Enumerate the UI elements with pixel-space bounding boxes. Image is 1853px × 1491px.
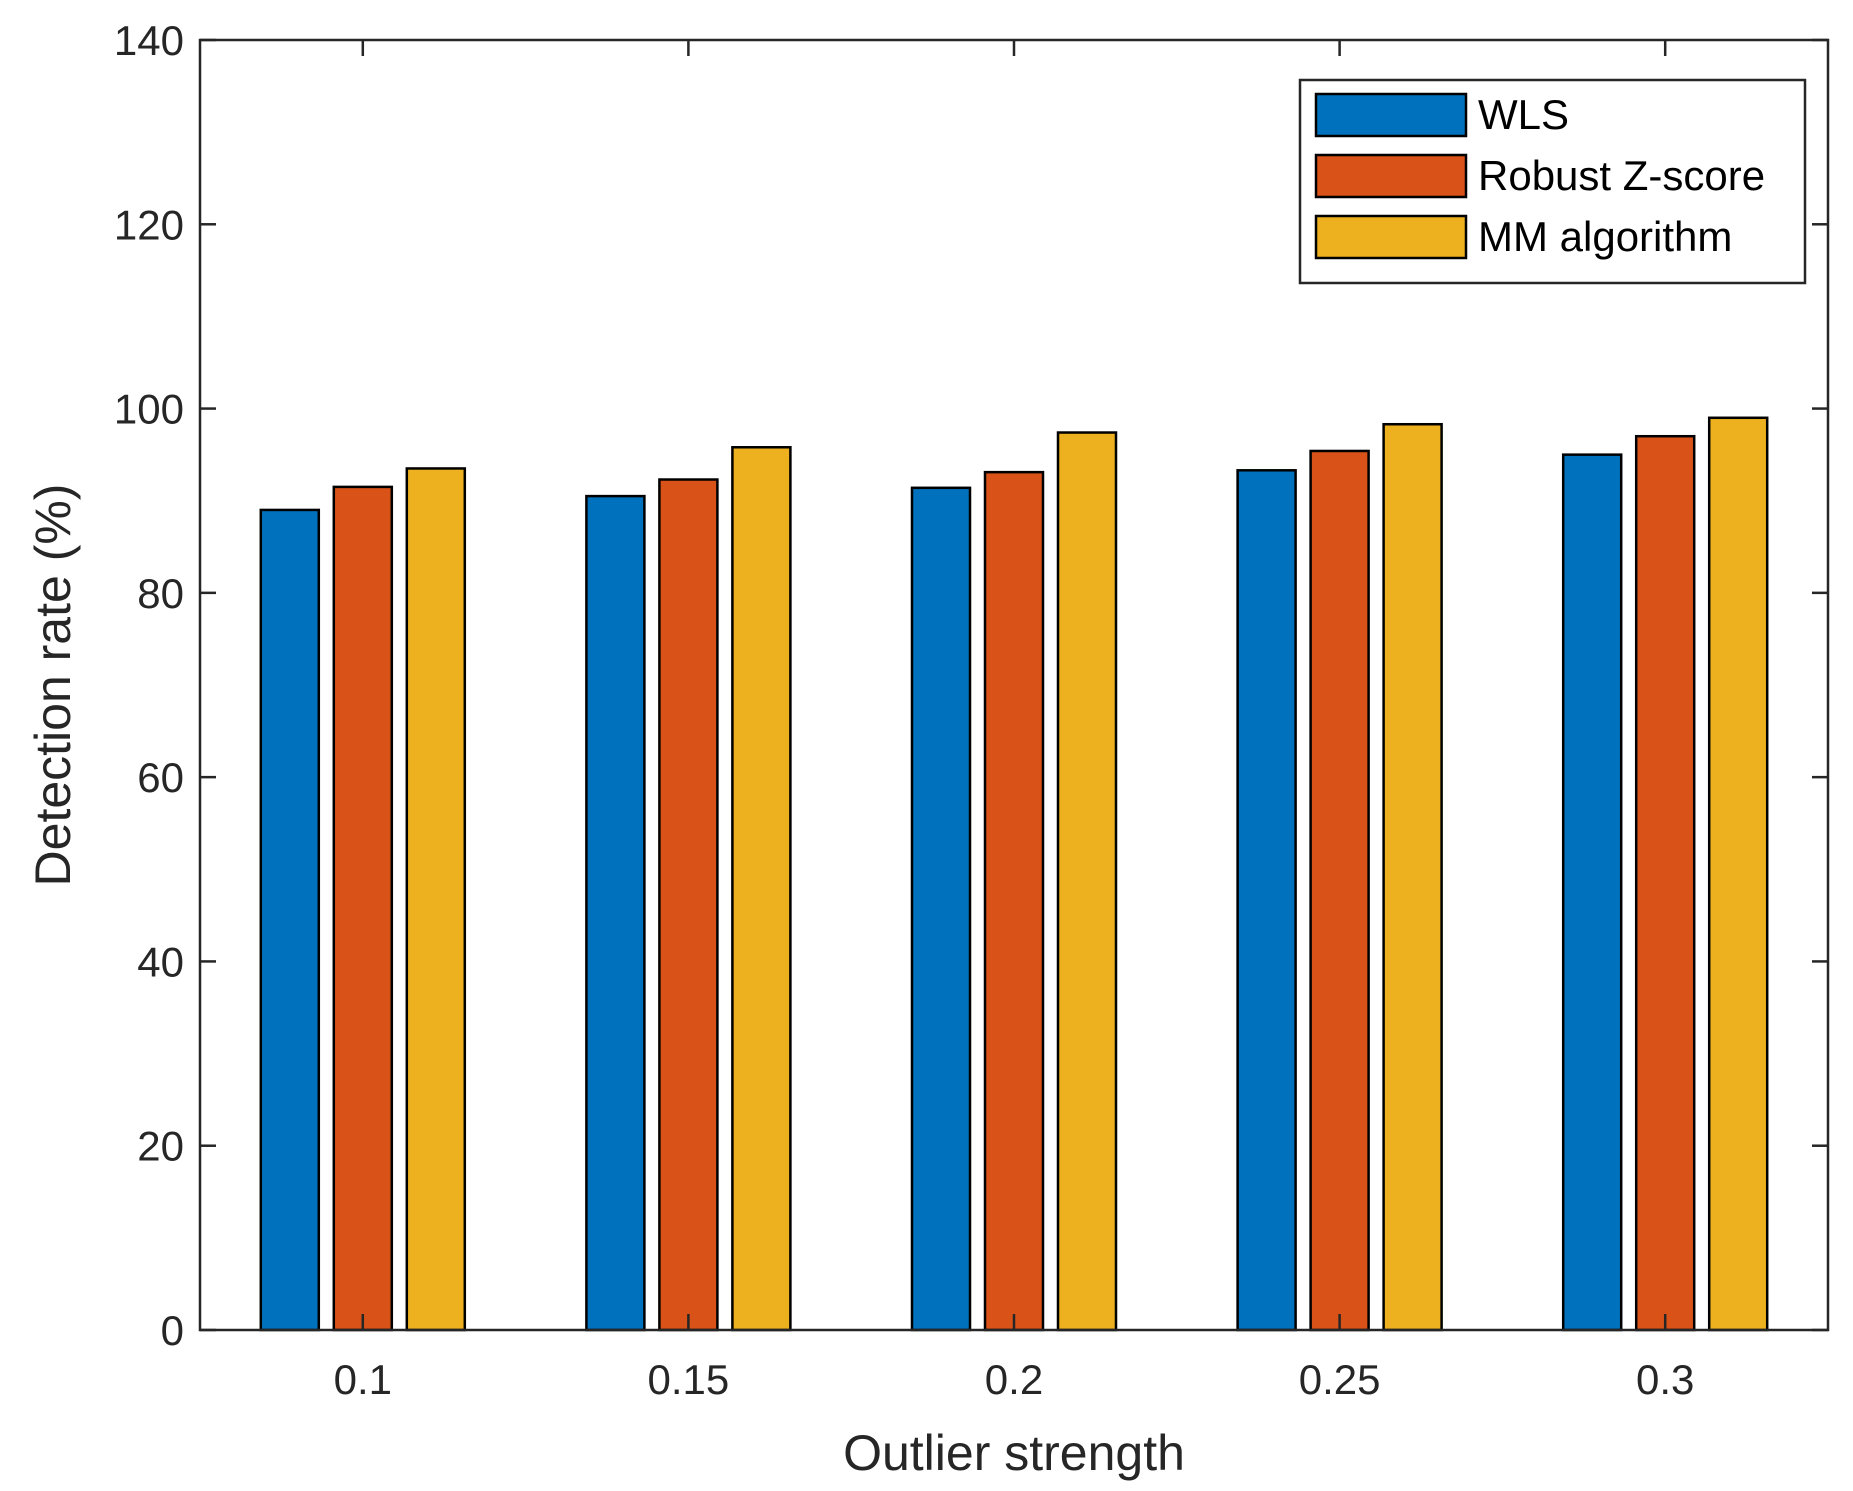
bar-robust-z-score-0.25[interactable] bbox=[1309, 449, 1370, 1332]
legend-swatch-mm-algorithm bbox=[1314, 214, 1468, 260]
y-tick-label: 40 bbox=[137, 938, 184, 985]
bar-wls-0.15[interactable] bbox=[585, 494, 646, 1332]
bar-mm-algorithm-0.1[interactable] bbox=[405, 467, 467, 1332]
legend-swatch-wls bbox=[1314, 92, 1468, 138]
legend-label-wls: WLS bbox=[1478, 91, 1569, 138]
y-tick-label: 140 bbox=[114, 17, 184, 64]
x-tick-label: 0.15 bbox=[648, 1356, 730, 1403]
y-axis-label: Detection rate (%) bbox=[25, 484, 81, 887]
bar-wls-0.1[interactable] bbox=[259, 508, 321, 1332]
y-tick-label: 120 bbox=[114, 201, 184, 248]
ticks-group: 0 20 40 60 80 100 120 140 0.1 0.15 0.2 0.25 0.3 bbox=[114, 17, 1828, 1403]
bar-wls-0.25[interactable] bbox=[1236, 469, 1297, 1332]
x-tick-label: 0.25 bbox=[1299, 1356, 1381, 1403]
y-tick-label: 80 bbox=[137, 570, 184, 617]
y-tick-label: 20 bbox=[137, 1123, 184, 1170]
y-tick-label: 60 bbox=[137, 754, 184, 801]
x-axis-label: Outlier strength bbox=[843, 1425, 1185, 1481]
x-tick-label: 0.1 bbox=[334, 1356, 392, 1403]
x-tick-label: 0.3 bbox=[1636, 1356, 1694, 1403]
bar-robust-z-score-0.2[interactable] bbox=[983, 470, 1045, 1332]
bar-robust-z-score-0.15[interactable] bbox=[658, 478, 719, 1332]
bar-robust-z-score-0.1[interactable] bbox=[332, 485, 394, 1332]
legend[interactable]: WLS Robust Z-score MM algorithm bbox=[1298, 78, 1807, 285]
legend-swatch-robust-z-score bbox=[1314, 153, 1468, 199]
x-tick-label: 0.2 bbox=[985, 1356, 1043, 1403]
bar-wls-0.3[interactable] bbox=[1561, 453, 1623, 1332]
bar-robust-z-score-0.3[interactable] bbox=[1634, 434, 1696, 1332]
y-tick-label: 0 bbox=[161, 1307, 184, 1354]
legend-label-robust-z-score: Robust Z-score bbox=[1478, 152, 1765, 199]
bar-mm-algorithm-0.15[interactable] bbox=[731, 446, 792, 1332]
bars-group bbox=[259, 416, 1769, 1332]
bar-mm-algorithm-0.25[interactable] bbox=[1382, 422, 1443, 1332]
bar-mm-algorithm-0.3[interactable] bbox=[1707, 416, 1769, 1332]
y-tick-label: 100 bbox=[114, 386, 184, 433]
bar-wls-0.2[interactable] bbox=[910, 486, 972, 1332]
bar-mm-algorithm-0.2[interactable] bbox=[1056, 431, 1118, 1332]
legend-label-mm-algorithm: MM algorithm bbox=[1478, 213, 1732, 260]
